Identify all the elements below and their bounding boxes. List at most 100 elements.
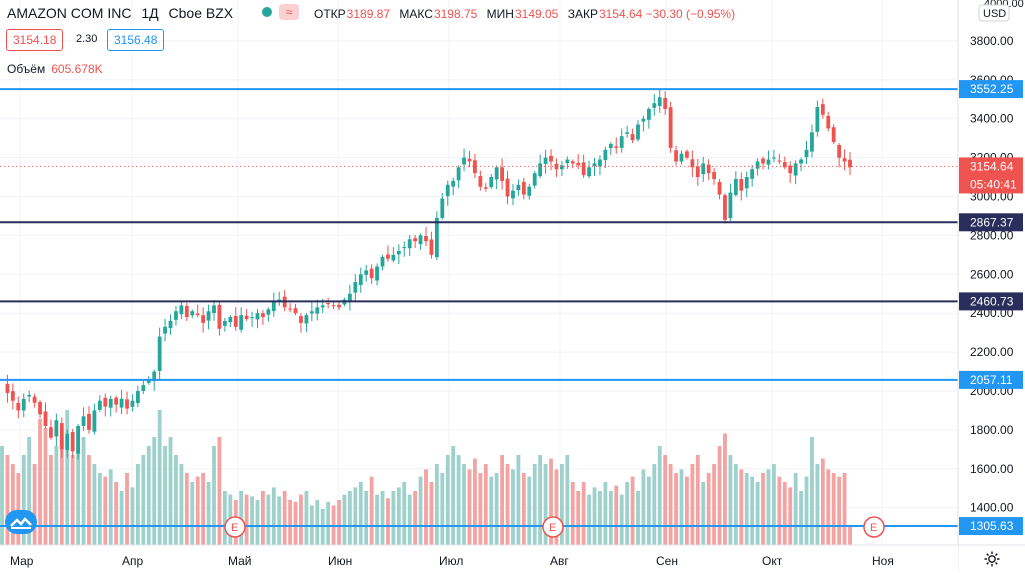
candle-body [59, 423, 64, 450]
candle-body [837, 144, 842, 158]
candle-body [761, 158, 765, 164]
tradingview-logo-icon[interactable] [5, 510, 37, 534]
volume-bar [521, 473, 526, 545]
candle-body [500, 167, 505, 181]
volume-bar [440, 473, 445, 545]
buy-price-button[interactable]: 3156.48 [107, 29, 165, 51]
candle-body [744, 177, 749, 189]
candle-body [674, 150, 678, 162]
level-price-label: 2057.11 [970, 373, 1013, 387]
volume-bar [16, 473, 21, 545]
candle-body [358, 274, 363, 285]
volume-bar [184, 473, 189, 545]
market-status-icon[interactable] [262, 7, 272, 17]
volume-bar [614, 485, 619, 545]
volume-bar [712, 464, 717, 545]
candle-body [826, 115, 831, 129]
candle-body [315, 307, 320, 314]
earnings-marker-label: E [231, 522, 238, 534]
volume-bar [114, 482, 119, 545]
candle-body [538, 163, 543, 177]
candle-body [489, 177, 494, 187]
candle-body [755, 161, 760, 169]
volume-bar [799, 491, 803, 545]
candle-body [190, 311, 195, 316]
currency-label: USD [983, 8, 1006, 20]
candle-body [353, 282, 358, 293]
volume-bar [87, 455, 91, 545]
volume-bar [793, 473, 798, 545]
volume-bar [766, 469, 771, 545]
candle-body [179, 305, 184, 315]
candle-body [424, 235, 428, 242]
volume-bar [81, 437, 86, 545]
volume-bar [467, 469, 472, 545]
volume-bar [152, 437, 157, 545]
candle-body [462, 157, 466, 165]
volume-bar [782, 482, 787, 545]
low-label: МИН [486, 7, 514, 21]
earnings-marker-circle [224, 516, 246, 538]
settings-gear-icon[interactable] [983, 550, 1001, 568]
sell-price-button[interactable]: 3154.18 [6, 29, 64, 51]
volume-bar [728, 455, 733, 545]
volume-bar [777, 476, 782, 545]
volume-bar [222, 491, 227, 545]
horizontal-levels [0, 88, 958, 528]
volume-bar [559, 464, 564, 545]
candle-body [532, 173, 537, 186]
candle-body [152, 371, 157, 382]
candle-body [277, 299, 282, 301]
volume-bar [494, 473, 499, 545]
interval-label[interactable]: 1Д [141, 5, 159, 21]
last-price-label: 3154.64 [970, 159, 1014, 173]
candle-body [217, 304, 222, 329]
candle-body [369, 268, 374, 279]
price-tick-label: 2600.00 [970, 267, 1014, 281]
candle-body [570, 161, 575, 164]
countdown-label: 05:40:41 [970, 177, 1017, 191]
price-tick-label: 1800.00 [970, 423, 1014, 437]
indicator-badge[interactable]: ≈ [279, 4, 299, 20]
volume-bar [195, 476, 200, 545]
candle-body [184, 306, 189, 318]
candle-body [76, 426, 81, 454]
candle-body [347, 293, 352, 301]
candle-body [337, 304, 341, 308]
volume-bar [299, 494, 303, 545]
volume-bar [402, 482, 407, 545]
candle-body [451, 180, 456, 187]
candle-body [739, 178, 744, 191]
volume-bar [456, 455, 461, 545]
candle-body [695, 166, 700, 178]
candle-body [842, 158, 847, 162]
candle-body [304, 315, 309, 324]
candle-body [782, 162, 787, 168]
candle-body [766, 159, 771, 165]
volume-bar [489, 476, 494, 545]
price-tick-label: 1600.00 [970, 462, 1014, 476]
volume-bar [739, 469, 744, 545]
earnings-marker-label: E [870, 522, 877, 534]
volume-bar [837, 476, 842, 545]
candle-body [206, 311, 211, 321]
symbol-name[interactable]: AMAZON COM INC [7, 5, 132, 21]
time-tick-label: Окт [762, 554, 783, 568]
candle-body [396, 250, 401, 255]
candle-body [478, 176, 483, 187]
price-tick-label: 1400.00 [970, 501, 1014, 515]
volume-bar [685, 476, 689, 545]
symbol-title[interactable]: AMAZON COM INC 1Д Cboe BZX [7, 5, 239, 21]
candle-body [119, 398, 124, 408]
candle-body [614, 146, 619, 148]
candle-body [804, 149, 809, 158]
time-tick-label: Апр [122, 554, 144, 568]
volume-bar [641, 469, 646, 545]
candle-body [581, 162, 586, 176]
candle-body [288, 308, 293, 310]
candle-body [630, 134, 635, 141]
time-tick-label: Июн [328, 554, 352, 568]
volume-bar [65, 410, 70, 545]
volume-bar [733, 464, 738, 545]
